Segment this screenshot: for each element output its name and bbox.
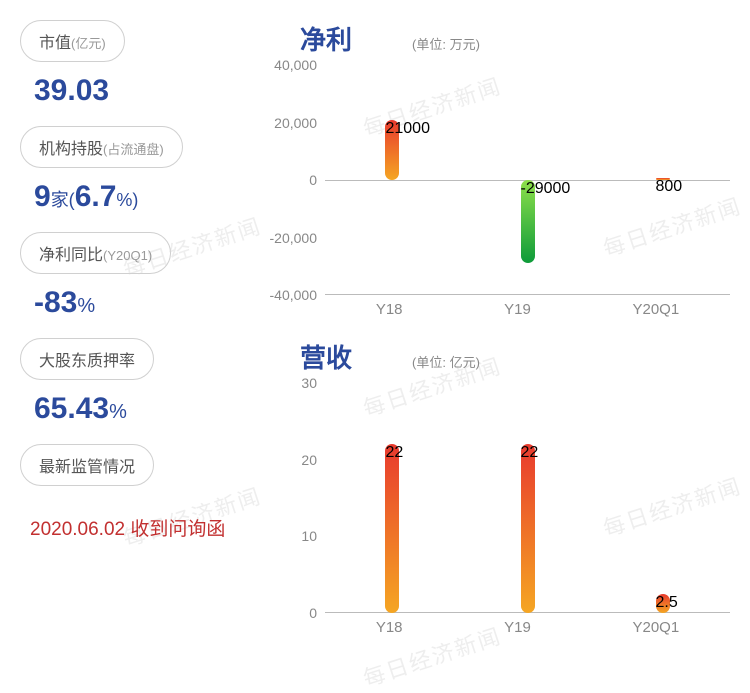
x-tick-label: Y18 [376, 619, 403, 636]
chart-bar: 21000 [385, 120, 399, 180]
plot-area: 21000 -29000 800 [325, 65, 730, 295]
stat-value: 9家(6.7%) [34, 180, 250, 214]
x-axis-labels: Y18 Y19 Y20Q1 [270, 301, 730, 318]
plot-area: 22 22 2.5 [325, 383, 730, 613]
regulatory-note: 2020.06.02 收到问询函 [30, 514, 250, 541]
stat-sublabel: (Y20Q1) [103, 248, 152, 263]
chart-block: 营收 (单位: 亿元) 30 20 10 0 22 22 2.5 Y18 Y19 Y20Q1 [270, 338, 730, 636]
y-axis: 3020100 [270, 383, 325, 613]
chart-bar: 22 [385, 444, 399, 613]
stat-value: -83% [34, 286, 250, 320]
x-tick-label: Y18 [376, 301, 403, 318]
stats-column: 市值(亿元) 39.03 机构持股(占流通盘) 9家(6.7%) 净利同比(Y20Q1)… [20, 20, 270, 656]
stat-value: 65.43% [34, 392, 250, 426]
stat-label: 净利同比 [39, 247, 103, 264]
main-container: 市值(亿元) 39.03 机构持股(占流通盘) 9家(6.7%) 净利同比(Y20Q1)… [0, 0, 750, 666]
chart-header: 营收 (单位: 亿元) [270, 338, 730, 375]
chart-block: 净利 (单位: 万元) 40,000 20,000 0 -20,000 -40,000 210… [270, 20, 730, 318]
y-tick-label: 0 [309, 605, 317, 621]
stat-label: 市值 [39, 35, 71, 52]
y-tick-label: 20 [301, 452, 317, 468]
y-tick-label: 0 [309, 172, 317, 188]
chart-bar: 800 [656, 178, 670, 180]
charts-column: 净利 (单位: 万元) 40,000 20,000 0 -20,000 -40,000 210… [270, 20, 730, 656]
y-tick-label: -20,000 [270, 230, 317, 246]
chart-bar: -29000 [521, 180, 535, 263]
y-axis: 40,00020,0000-20,000-40,000 [270, 65, 325, 295]
chart-area: 40,00020,0000-20,000-40,00021000-2900080… [270, 65, 730, 295]
y-tick-label: 30 [301, 375, 317, 391]
stat-sublabel: (亿元) [71, 36, 106, 51]
stat-pill: 机构持股(占流通盘) [20, 126, 183, 168]
stat-pill: 大股东质押率 [20, 338, 154, 380]
x-tick-label: Y20Q1 [632, 301, 679, 318]
chart-bar: 22 [521, 444, 535, 613]
stat-pill: 净利同比(Y20Q1) [20, 232, 171, 274]
stat-pill: 最新监管情况 [20, 444, 154, 486]
x-tick-label: Y19 [504, 619, 531, 636]
y-tick-label: 10 [301, 528, 317, 544]
y-tick-label: 40,000 [274, 57, 317, 73]
chart-title: 营收 [300, 338, 352, 375]
y-tick-label: 20,000 [274, 115, 317, 131]
x-axis-labels: Y18 Y19 Y20Q1 [270, 619, 730, 636]
chart-area: 302010022222.5 [270, 383, 730, 613]
chart-bar: 2.5 [656, 594, 670, 613]
stat-label: 大股东质押率 [39, 353, 135, 370]
y-tick-label: -40,000 [270, 287, 317, 303]
chart-unit: (单位: 万元) [412, 34, 480, 53]
stat-value: 39.03 [34, 74, 250, 108]
chart-unit: (单位: 亿元) [412, 352, 480, 371]
stat-sublabel: (占流通盘) [103, 142, 164, 157]
x-tick-label: Y20Q1 [632, 619, 679, 636]
chart-header: 净利 (单位: 万元) [270, 20, 730, 57]
stat-label: 最新监管情况 [39, 459, 135, 476]
chart-title: 净利 [300, 20, 352, 57]
stat-label: 机构持股 [39, 141, 103, 158]
stat-pill: 市值(亿元) [20, 20, 125, 62]
x-tick-label: Y19 [504, 301, 531, 318]
